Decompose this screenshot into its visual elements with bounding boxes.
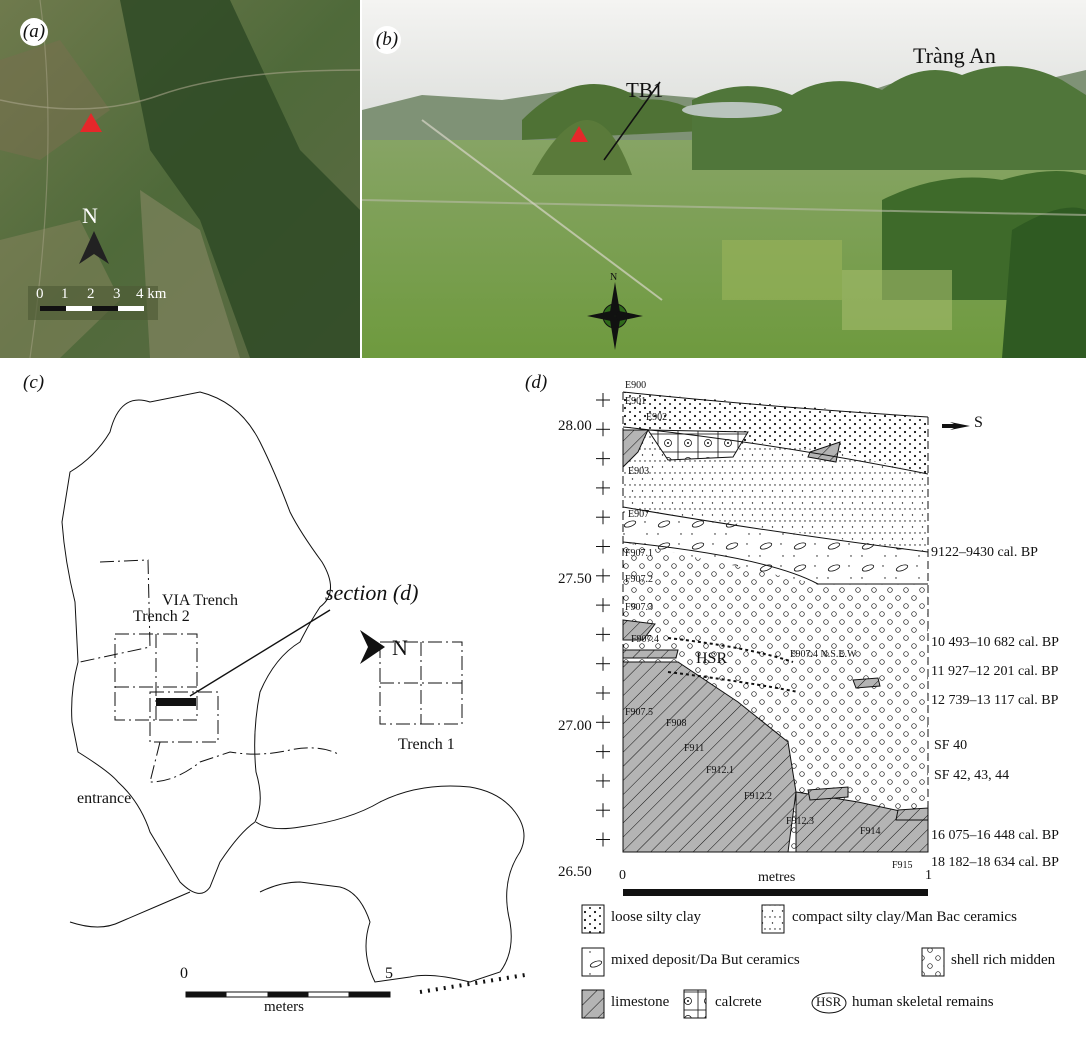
date-label: SF 40	[934, 738, 968, 753]
context-label: F907.1	[625, 548, 654, 559]
site-marker-icon	[570, 126, 588, 142]
legend-human-skeletal-remains: human skeletal remains	[852, 994, 994, 1010]
context-label: E907	[628, 509, 650, 520]
context-label: F912.2	[744, 791, 773, 802]
context-label: F907.3	[625, 602, 654, 613]
date-label: 10 493–10 682 cal. BP	[931, 635, 1059, 650]
context-label: F907.2	[625, 574, 654, 585]
scale-label-4: 4 km	[136, 286, 167, 302]
north-arrow-icon	[79, 231, 109, 264]
legend-shell-rich-midden: shell rich midden	[951, 952, 1056, 968]
scale-label-0: 0	[36, 286, 44, 302]
elevation-label: 28.00	[558, 418, 592, 434]
context-label: F912.1	[706, 765, 735, 776]
scale-label-3: 3	[113, 286, 121, 302]
x-tick-label: 1	[925, 868, 932, 883]
scale-label-2: 2	[87, 286, 95, 302]
scale-label-0: 0	[180, 965, 188, 982]
cave-outline	[61, 391, 331, 894]
legend-compact-silty-clay: compact silty clay/Man Bac ceramics	[792, 909, 1017, 925]
context-label: F912.3	[786, 816, 815, 827]
panel-a-label: (a)	[20, 18, 48, 46]
x-tick-label: 0	[619, 868, 626, 883]
section-d-label: section (d)	[325, 580, 419, 605]
scale-bar	[28, 286, 158, 320]
trench-1-label: Trench 1	[398, 736, 455, 753]
scale-label-5: 5	[385, 965, 393, 982]
elevation-label: 26.50	[558, 864, 592, 880]
legend-limestone: limestone	[611, 994, 670, 1010]
context-label: F911	[684, 743, 705, 754]
context-label: F907.5	[625, 707, 654, 718]
date-label: SF 42, 43, 44	[934, 768, 1010, 783]
north-arrow-icon	[360, 630, 385, 664]
legend-calcrete: calcrete	[715, 994, 762, 1010]
panel-b-landscape-photo: (b) Tràng An TB1 N	[362, 0, 1086, 358]
legend-hsr-symbol: HSR	[816, 994, 842, 1009]
legend-loose-silty-clay: loose silty clay	[611, 909, 701, 925]
scale-label-1: 1	[61, 286, 69, 302]
entrance-label: entrance	[77, 790, 132, 807]
elevation-ticks	[596, 393, 610, 847]
site-plan-drawing	[61, 391, 526, 998]
direction-label: S	[974, 414, 983, 431]
legend-swatches	[581, 904, 945, 1019]
metre-scale-bar	[623, 889, 928, 896]
context-label: F907.4	[631, 634, 660, 645]
date-label: 11 927–12 201 cal. BP	[931, 664, 1059, 679]
site-label: TB1	[626, 78, 664, 102]
panel-b-label: (b)	[373, 26, 401, 54]
date-label: 16 075–16 448 cal. BP	[931, 828, 1059, 843]
x-axis-label: metres	[758, 870, 796, 885]
panel-c-site-plan: (c) VIA Trench N section (d) Trench 2 Tr…	[0, 362, 540, 1051]
compass-rose-icon	[587, 282, 643, 350]
context-label: F907.4 N.S.E.W	[790, 649, 857, 660]
section-drawing	[581, 391, 970, 1019]
context-label: F915	[892, 860, 913, 871]
landscape-photo	[362, 0, 1086, 358]
dripline	[419, 973, 526, 994]
panel-d-section: (d) 28.00 27.50 27.00 26.50 S E900 E901 …	[518, 362, 1086, 1051]
scale-unit-label: meters	[264, 999, 304, 1015]
panel-c-label: (c)	[23, 372, 45, 393]
panel-a-satellite-map: (a) N 0 1 2 3 4 km	[0, 0, 360, 358]
place-label: Tràng An	[913, 43, 996, 68]
section-layers	[622, 392, 929, 853]
compass-north-label: N	[610, 272, 618, 283]
context-label: E902	[646, 412, 668, 423]
via-trench-label: VIA Trench	[162, 592, 239, 609]
date-label: 12 739–13 117 cal. BP	[931, 693, 1059, 708]
date-label: 9122–9430 cal. BP	[931, 545, 1038, 560]
cave-outline-east	[255, 785, 525, 983]
context-label: E901	[625, 396, 647, 407]
context-label: E900	[625, 380, 647, 391]
date-label: 18 182–18 634 cal. BP	[931, 855, 1059, 870]
scale-bar	[185, 991, 391, 998]
legend-mixed-deposit: mixed deposit/Da But ceramics	[611, 952, 800, 968]
context-label: E903	[628, 466, 650, 477]
north-label: N	[392, 635, 408, 660]
trench-2-outline	[114, 633, 198, 721]
panel-d-label: (d)	[525, 372, 548, 393]
section-d-location	[156, 698, 196, 706]
context-label: F914	[860, 826, 881, 837]
context-label: F908	[666, 718, 687, 729]
north-label: N	[82, 203, 98, 228]
site-marker-icon	[80, 113, 102, 132]
elevation-label: 27.00	[558, 718, 592, 734]
elevation-label: 27.50	[558, 571, 592, 587]
trench-2-label: Trench 2	[133, 608, 190, 625]
hsr-label: HSR	[696, 650, 728, 667]
site-pointer	[570, 81, 661, 161]
